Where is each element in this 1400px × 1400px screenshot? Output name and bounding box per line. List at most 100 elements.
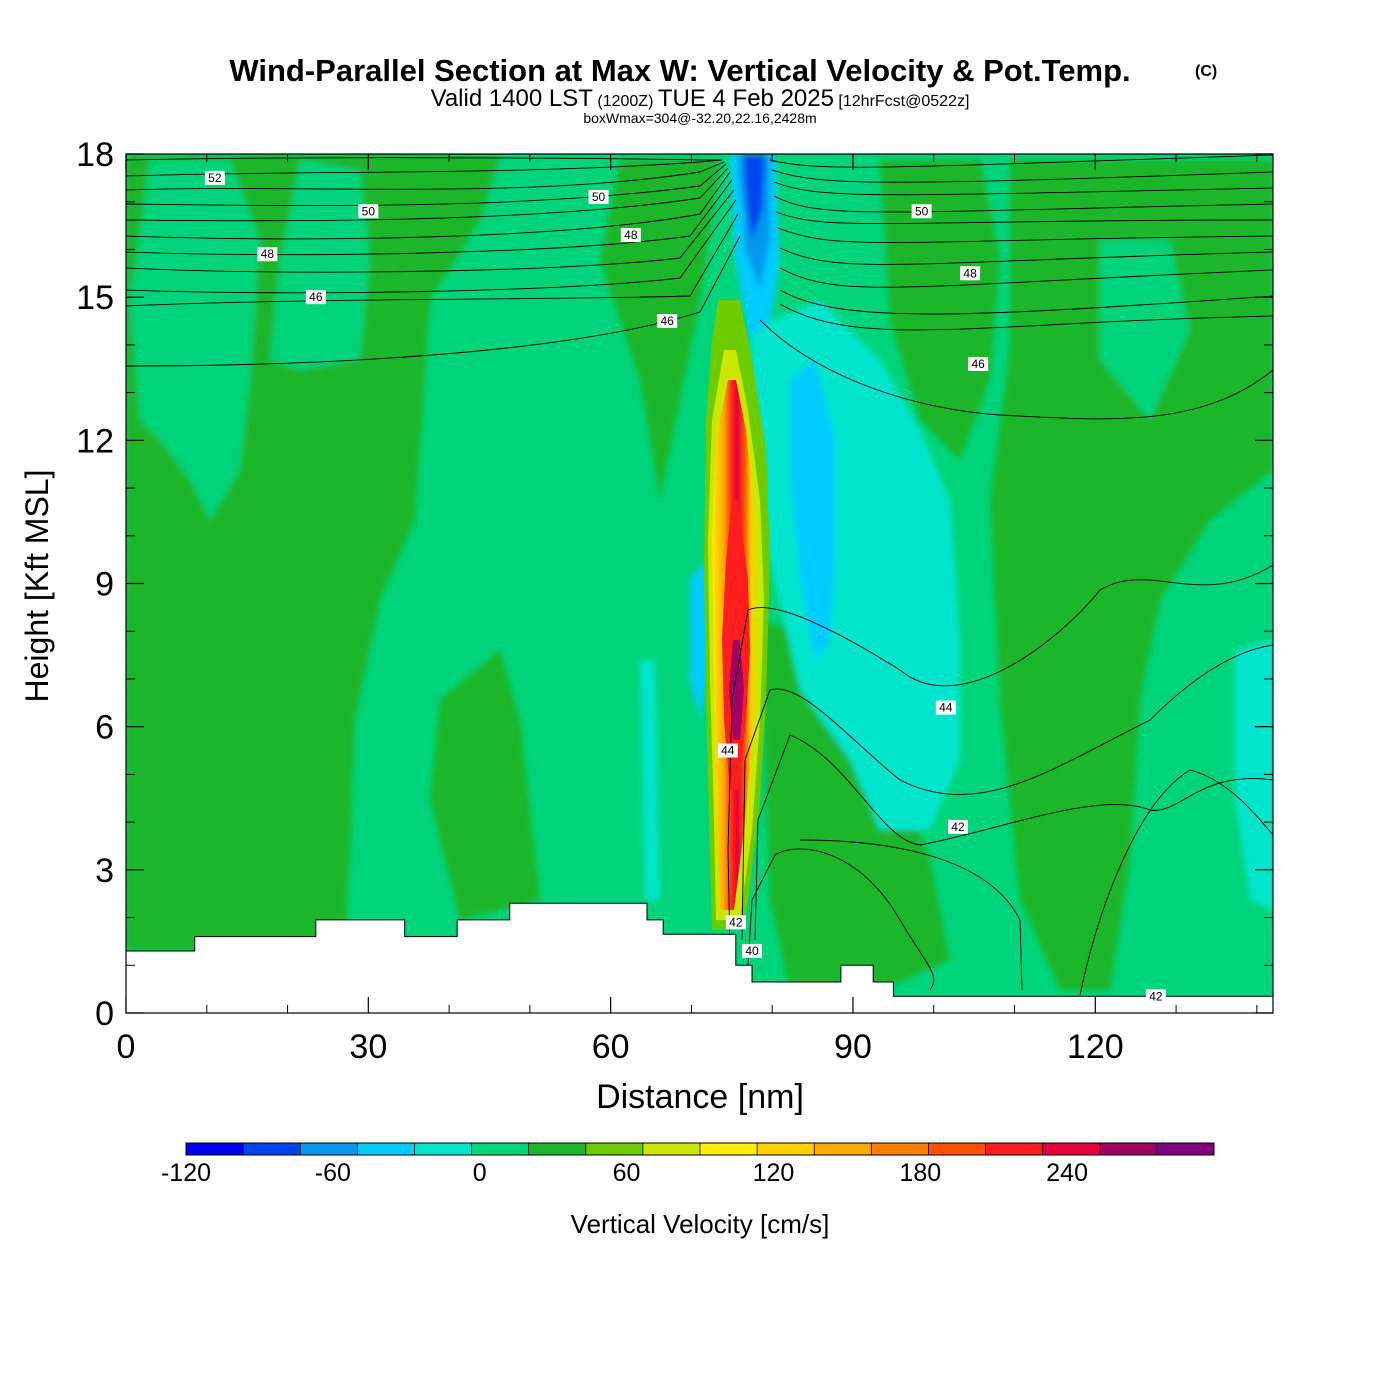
x-tick-label: 30 [349, 1028, 387, 1066]
theta-contour [779, 247, 1273, 265]
theta-label-bg [725, 915, 746, 930]
colorbar-tick-label: 120 [753, 1159, 795, 1187]
theta-label-text: 50 [592, 190, 606, 204]
y-axis-label: Height [Kft MSL] [19, 470, 55, 703]
theta-label-bg [588, 189, 609, 204]
theta-label: 50 [358, 204, 379, 219]
colorbar-swatch [300, 1143, 358, 1155]
colorbar-swatch [471, 1143, 530, 1155]
theta-label-text: 48 [261, 247, 275, 261]
theta-label: 42 [1145, 989, 1166, 1004]
theta-label: 48 [960, 266, 981, 281]
theta-label: 50 [588, 189, 609, 204]
theta-label-text: 50 [362, 204, 376, 218]
subtitle-valid: Valid 1400 LST [431, 85, 594, 112]
theta-contour [126, 159, 723, 177]
theta-label-text: 48 [624, 228, 638, 242]
theta-contour [771, 169, 1273, 183]
theta-label: 48 [620, 228, 641, 243]
theta-label-bg [935, 700, 956, 715]
theta-label: 50 [911, 204, 932, 219]
theta-label-bg [947, 819, 968, 834]
theta-label: 46 [968, 356, 989, 371]
y-tick-label: 0 [95, 995, 114, 1033]
theta-label-bg [358, 204, 379, 219]
theta-label-bg [620, 228, 641, 243]
theta-contour [126, 213, 739, 307]
colorbar-swatch [1156, 1143, 1215, 1155]
field-band-neg40 [790, 360, 835, 660]
theta-contour [779, 303, 1273, 331]
y-tick-label: 12 [76, 422, 114, 460]
theta-contour [1079, 769, 1273, 996]
y-tick-label: 18 [76, 136, 114, 174]
theta-label-bg [204, 170, 225, 185]
theta-label: 44 [935, 700, 956, 715]
colorbar-tick-label: 0 [473, 1159, 487, 1187]
theta-label: 42 [947, 819, 968, 834]
velocity-field [126, 155, 1273, 990]
colorbar-swatch [985, 1143, 1044, 1155]
theta-contour [773, 195, 1273, 213]
theta-label-text: 52 [208, 171, 222, 185]
field-band-20 [1100, 240, 1190, 420]
y-tick-label: 3 [95, 852, 114, 890]
colorbar-tick-label: -120 [161, 1159, 211, 1187]
x-tick-label: 0 [117, 1028, 136, 1066]
theta-label-text: 44 [939, 701, 953, 715]
chart-subtitle: Valid 1400 LST (1200Z) TUE 4 Feb 2025 [1… [431, 85, 970, 112]
field-band-neg20 [1235, 640, 1273, 910]
colorbar-tick-label: 240 [1046, 1159, 1088, 1187]
chart-title: Wind-Parallel Section at Max W: Vertical… [229, 53, 1130, 88]
theta-label-bg [968, 356, 989, 371]
theta-label-bg [305, 290, 326, 305]
theta-contour [126, 235, 741, 367]
colorbar-swatch [814, 1143, 872, 1155]
theta-label-text: 42 [729, 915, 743, 929]
theta-contour [126, 157, 720, 161]
colorbar-swatch [186, 1143, 244, 1155]
field-band-20 [880, 160, 1000, 460]
y-tick-label: 6 [95, 709, 114, 747]
theta-label-layer: 52 50 50 50 48 48 48 46 46 46 44 44 42 42 42 40 [204, 170, 1166, 1004]
theta-contour [799, 839, 1023, 991]
theta-label-text: 50 [915, 204, 929, 218]
colorbar-frame [185, 1142, 1215, 1156]
theta-label-text: 46 [309, 290, 323, 304]
theta-label-text: 46 [661, 314, 675, 328]
theta-label-text: 44 [721, 744, 735, 758]
theta-contour [126, 163, 727, 207]
theta-label-bg [257, 247, 278, 262]
x-axis-label: Distance [nm] [596, 1078, 804, 1116]
colorbar-swatch [414, 1143, 473, 1155]
updraft-core [704, 300, 770, 930]
x-tick-label: 60 [592, 1028, 630, 1066]
theta-contour [773, 181, 1273, 196]
colorbar-swatch [243, 1143, 301, 1155]
theta-contour [126, 161, 725, 191]
theta-label-bg [742, 943, 763, 958]
theta-label: 40 [742, 943, 763, 958]
x-axis: 0 30 60 90 120 [117, 154, 1258, 1066]
theta-contour [759, 319, 1273, 420]
colorbar-swatch [700, 1143, 758, 1155]
colorbar-swatch [642, 1143, 701, 1155]
colorbar-swatch [357, 1143, 415, 1155]
colorbar-swatch [757, 1143, 815, 1155]
theta-contour [126, 171, 731, 240]
theta-label-bg [1145, 989, 1166, 1004]
colorbar-swatch [871, 1143, 929, 1155]
colorbar-swatch [1099, 1143, 1158, 1155]
theta-contour [747, 848, 935, 991]
subtitle-z: (1200Z) [597, 93, 653, 110]
theta-contour [779, 289, 1273, 315]
terrain-mask [126, 902, 1273, 1013]
y-tick-label: 15 [76, 279, 114, 317]
theta-label: 44 [717, 743, 738, 758]
x-tick-label: 120 [1067, 1028, 1124, 1066]
theta-contour [775, 211, 1273, 225]
theta-label: 52 [204, 170, 225, 185]
y-tick-label: 9 [95, 566, 114, 604]
theta-label-text: 42 [951, 820, 965, 834]
